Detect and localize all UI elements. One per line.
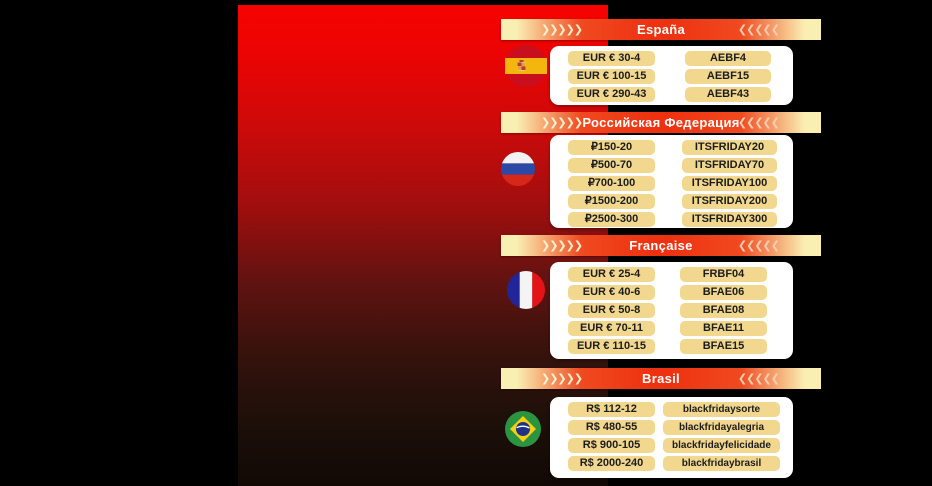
discount-amount-label: EUR € 70-11 bbox=[568, 321, 655, 336]
section-header-brazil: ❯❯❯❯❯ Brasil ❮❮❮❮❮ bbox=[501, 368, 821, 389]
coupon-row: R$ 480-55 blackfridayalegria bbox=[550, 420, 793, 435]
france-flag-icon bbox=[507, 271, 545, 309]
coupon-code-pill[interactable]: blackfridayalegria bbox=[663, 420, 780, 435]
coupon-row: ₽500-70 ITSFRIDAY70 bbox=[550, 158, 793, 173]
discount-amount-label: EUR € 100-15 bbox=[568, 69, 655, 84]
coupon-code-pill[interactable]: ITSFRIDAY300 bbox=[682, 212, 777, 227]
coupon-row: R$ 900-105 blackfridayfelicidade bbox=[550, 438, 793, 453]
discount-amount-label: ₽2500-300 bbox=[568, 212, 655, 227]
discount-amount-label: EUR € 110-15 bbox=[568, 339, 655, 354]
coupon-code-pill[interactable]: AEBF43 bbox=[685, 87, 771, 102]
coupon-code-pill[interactable]: AEBF15 bbox=[685, 69, 771, 84]
discount-amount-label: ₽500-70 bbox=[568, 158, 655, 173]
chevrons-right-icon: ❯❯❯❯❯ bbox=[541, 239, 583, 252]
coupon-row: R$ 112-12 blackfridaysorte bbox=[550, 402, 793, 417]
discount-amount-label: EUR € 290-43 bbox=[568, 87, 655, 102]
coupon-card-russia: ₽150-20 ITSFRIDAY20 ₽500-70 ITSFRIDAY70 ₽700… bbox=[550, 135, 793, 228]
section-title-russia: Российская Федерация bbox=[582, 115, 740, 130]
section-title-france: Française bbox=[629, 238, 693, 253]
coupon-row: EUR € 25-4 FRBF04 bbox=[550, 267, 793, 282]
discount-amount-label: R$ 900-105 bbox=[568, 438, 655, 453]
section-header-spain: ❯❯❯❯❯ España ❮❮❮❮❮ bbox=[501, 19, 821, 40]
coupon-code-pill[interactable]: ITSFRIDAY200 bbox=[682, 194, 777, 209]
coupon-code-pill[interactable]: ITSFRIDAY70 bbox=[682, 158, 777, 173]
coupon-row: EUR € 70-11 BFAE11 bbox=[550, 321, 793, 336]
discount-amount-label: EUR € 50-8 bbox=[568, 303, 655, 318]
coupon-row: ₽2500-300 ITSFRIDAY300 bbox=[550, 212, 793, 227]
coupon-code-pill[interactable]: ITSFRIDAY100 bbox=[682, 176, 777, 191]
brazil-flag-icon bbox=[505, 411, 541, 447]
coupon-row: EUR € 40-6 BFAE06 bbox=[550, 285, 793, 300]
coupon-code-pill[interactable]: blackfridayfelicidade bbox=[663, 438, 780, 453]
coupon-card-spain: EUR € 30-4 AEBF4 EUR € 100-15 AEBF15 EUR € 2… bbox=[550, 46, 793, 105]
section-header-france: ❯❯❯❯❯ Française ❮❮❮❮❮ bbox=[501, 235, 821, 256]
coupon-code-pill[interactable]: BFAE15 bbox=[680, 339, 767, 354]
section-title-spain: España bbox=[636, 22, 686, 37]
coupon-row: EUR € 110-15 BFAE15 bbox=[550, 339, 793, 354]
coupon-card-france: EUR € 25-4 FRBF04 EUR € 40-6 BFAE06 EUR € 50… bbox=[550, 262, 793, 359]
section-header-russia: ❯❯❯❯❯ Российская Федерация ❮❮❮❮❮ bbox=[501, 112, 821, 133]
coupon-code-pill[interactable]: AEBF4 bbox=[685, 51, 771, 66]
discount-amount-label: R$ 480-55 bbox=[568, 420, 655, 435]
chevrons-right-icon: ❯❯❯❯❯ bbox=[541, 116, 583, 129]
spain-flag-icon bbox=[505, 45, 547, 87]
coupon-row: EUR € 50-8 BFAE08 bbox=[550, 303, 793, 318]
discount-amount-label: EUR € 25-4 bbox=[568, 267, 655, 282]
red-gradient-panel: ❯❯❯❯❯ España ❮❮❮❮❮ EUR € 30-4 AEBF4 EUR € … bbox=[238, 5, 821, 486]
coupon-card-brazil: R$ 112-12 blackfridaysorte R$ 480-55 blackf… bbox=[550, 397, 793, 478]
discount-amount-label: R$ 2000-240 bbox=[568, 456, 655, 471]
coupon-code-pill[interactable]: blackfridaysorte bbox=[663, 402, 780, 417]
chevrons-left-icon: ❮❮❮❮❮ bbox=[737, 239, 780, 252]
chevrons-right-icon: ❯❯❯❯❯ bbox=[541, 372, 583, 385]
russia-flag-icon bbox=[501, 152, 535, 186]
coupon-code-pill[interactable]: BFAE08 bbox=[680, 303, 767, 318]
discount-amount-label: R$ 112-12 bbox=[568, 402, 655, 417]
discount-amount-label: ₽150-20 bbox=[568, 140, 655, 155]
coupon-row: EUR € 290-43 AEBF43 bbox=[550, 87, 793, 102]
coupon-row: EUR € 30-4 AEBF4 bbox=[550, 51, 793, 66]
coupon-row: ₽1500-200 ITSFRIDAY200 bbox=[550, 194, 793, 209]
coupon-row: EUR € 100-15 AEBF15 bbox=[550, 69, 793, 84]
chevrons-left-icon: ❮❮❮❮❮ bbox=[737, 372, 780, 385]
coupon-row: ₽700-100 ITSFRIDAY100 bbox=[550, 176, 793, 191]
discount-amount-label: ₽1500-200 bbox=[568, 194, 655, 209]
chevrons-right-icon: ❯❯❯❯❯ bbox=[541, 23, 583, 36]
coupon-code-pill[interactable]: blackfridaybrasil bbox=[663, 456, 780, 471]
coupon-row: R$ 2000-240 blackfridaybrasil bbox=[550, 456, 793, 471]
discount-amount-label: ₽700-100 bbox=[568, 176, 655, 191]
coupon-code-pill[interactable]: ITSFRIDAY20 bbox=[682, 140, 777, 155]
section-title-brazil: Brasil bbox=[642, 371, 680, 386]
discount-amount-label: EUR € 40-6 bbox=[568, 285, 655, 300]
coupon-row: ₽150-20 ITSFRIDAY20 bbox=[550, 140, 793, 155]
coupon-code-pill[interactable]: BFAE11 bbox=[680, 321, 767, 336]
discount-amount-label: EUR € 30-4 bbox=[568, 51, 655, 66]
coupon-code-pill[interactable]: FRBF04 bbox=[680, 267, 767, 282]
coupon-code-pill[interactable]: BFAE06 bbox=[680, 285, 767, 300]
chevrons-left-icon: ❮❮❮❮❮ bbox=[737, 23, 780, 36]
chevrons-left-icon: ❮❮❮❮❮ bbox=[737, 116, 780, 129]
